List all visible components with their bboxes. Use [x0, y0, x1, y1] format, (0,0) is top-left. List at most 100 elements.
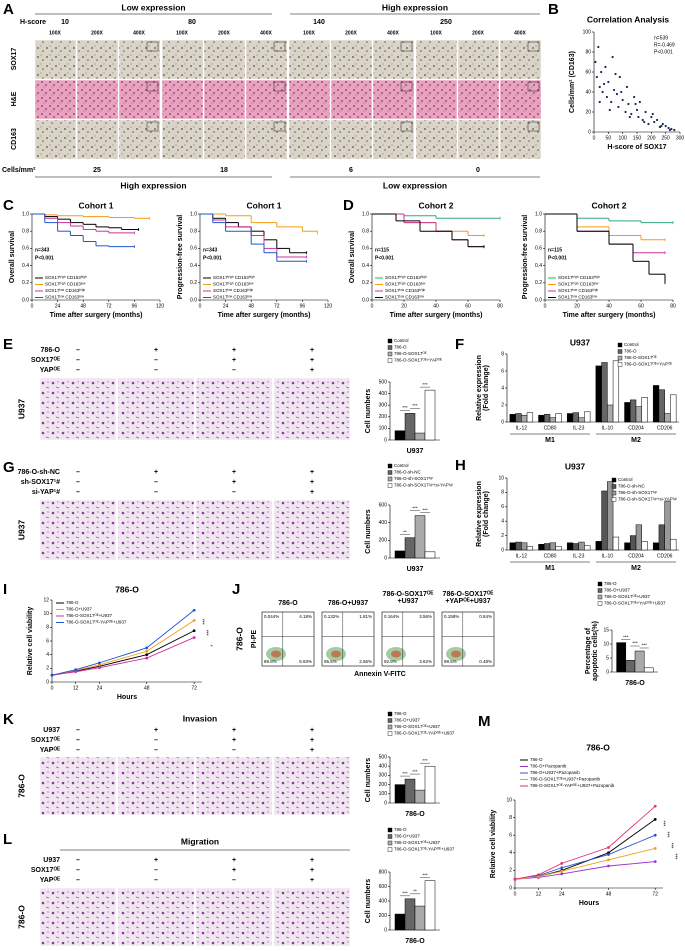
micrograph: [245, 79, 288, 120]
legend-label: SOX17ʰⁱᵍʰ CD163ʰⁱᵍʰ: [558, 274, 600, 280]
legend-label: 786-O-SOX17ᴼᴱ+U937: [66, 613, 113, 618]
point: [624, 110, 627, 114]
quadrant-percent: 89.8%: [264, 659, 277, 664]
point: [74, 670, 78, 674]
sign: –: [76, 367, 80, 374]
sign: –: [154, 357, 158, 364]
inset: [146, 81, 159, 92]
legend-label: 786-O: [394, 827, 407, 832]
bar: [549, 417, 556, 423]
legend-swatch: [617, 362, 623, 367]
point: [97, 661, 101, 665]
y-tick-label: 4: [501, 519, 504, 525]
legend-swatch: [387, 351, 393, 357]
legend-label: 786-O: [394, 711, 407, 716]
legend-label: SOX17ˡᵒʷ CD163ˡᵒʷ: [385, 295, 425, 300]
significance: **: [413, 889, 417, 894]
y-tick-label: 0.8: [22, 229, 29, 235]
annotation: R=-0.469: [654, 42, 675, 48]
point: [145, 649, 149, 653]
legend-swatch: [387, 724, 393, 730]
sign: +: [310, 747, 314, 754]
magnification: 400X: [133, 30, 145, 36]
legend-label: 786-O-SOX17ᴼᴱ+YAPᴼᴱ: [624, 362, 672, 367]
bar: [515, 541, 522, 551]
y-tick-label: 1.0: [362, 211, 369, 217]
x-axis-label: H-score of SOX17: [607, 144, 666, 151]
sign: –: [76, 357, 80, 364]
y-tick-label: 20: [585, 109, 591, 115]
sign: +: [310, 857, 314, 864]
micrograph: [195, 756, 273, 816]
x-tick-label: 48: [144, 685, 150, 691]
panel-letter: J: [232, 581, 240, 598]
point: [628, 115, 631, 119]
micrograph: [372, 39, 415, 80]
bar: [658, 389, 665, 423]
row-label: YAPᴼᴱ: [40, 877, 60, 884]
sign: –: [76, 867, 80, 874]
sign: –: [232, 877, 236, 884]
y-tick-label: 80: [585, 49, 591, 55]
x-tick-label: 20: [401, 303, 407, 309]
quadrant-percent: 0.158%: [444, 614, 459, 619]
legend-label: 786-O-SOX17ᴼᴱ-YAPᴼᴱ+U937: [394, 731, 455, 736]
sign: –: [76, 727, 80, 734]
y-tick-label: 0.2: [190, 280, 197, 286]
point: [50, 673, 54, 677]
series-line: [51, 630, 195, 676]
y-axis-label: Cell numbers: [365, 879, 372, 923]
magnification: 100X: [430, 30, 442, 36]
y-tick-label: 400: [379, 764, 388, 770]
x-axis-label: Hours: [579, 900, 599, 907]
point: [668, 128, 672, 132]
annotation: P<0.001: [548, 255, 567, 261]
significance: ***: [422, 758, 428, 763]
y-axis-label: PI-PE: [251, 630, 258, 649]
y-tick-label: 0.6: [535, 246, 542, 252]
legend-swatch: [611, 497, 617, 502]
legend-label: 786-O-SOX17ᴼᴱ: [394, 351, 427, 356]
y-tick-label: 10: [43, 611, 49, 617]
legend-label: 786-O+U937: [394, 834, 420, 839]
x-tick-label: 80: [670, 303, 676, 309]
bar: [566, 542, 574, 551]
quadrant-percent: 3.62%: [419, 659, 432, 664]
group-label: Low expression: [383, 180, 447, 190]
sign: –: [154, 367, 158, 374]
bar: [607, 404, 614, 423]
bar: [414, 789, 426, 804]
x-tick-label: 12: [73, 685, 79, 691]
point: [610, 100, 613, 104]
y-tick-label: 0: [46, 679, 49, 685]
y-axis-label: Relative expression: [476, 355, 483, 421]
bar: [624, 402, 631, 423]
x-axis-label: Time after surgery (months): [563, 312, 656, 319]
bar: [572, 412, 579, 423]
micrograph: [245, 119, 288, 160]
bar: [414, 432, 426, 441]
y-tick-label: 0.4: [22, 263, 29, 269]
bar: [414, 515, 426, 559]
legend-label: 786-O+Pazopanib: [530, 764, 567, 769]
x-tick-label: 300: [676, 135, 685, 141]
micrograph: [273, 377, 351, 441]
bar: [572, 543, 579, 551]
legend-swatch: [387, 476, 393, 482]
y-tick-label: 0: [588, 129, 591, 135]
x-tick-label: 72: [274, 303, 280, 309]
side-label: U937: [16, 520, 26, 541]
legend-swatch: [387, 834, 393, 839]
legend-label: SOX17ˡᵒʷ CD163ʰⁱᵍʰ: [45, 287, 86, 293]
legend-swatch: [387, 483, 393, 488]
bar: [521, 414, 528, 423]
bar: [555, 546, 562, 551]
annotation: n=115: [375, 247, 389, 253]
point: [627, 102, 630, 106]
x-tick-label: CD204: [628, 425, 644, 431]
row-label: YAPᴼᴱ: [40, 367, 60, 374]
x-tick-label: 48: [606, 891, 612, 897]
micrograph: [372, 119, 415, 160]
point: [608, 108, 611, 112]
chart-title: Cohort 2: [592, 200, 627, 210]
